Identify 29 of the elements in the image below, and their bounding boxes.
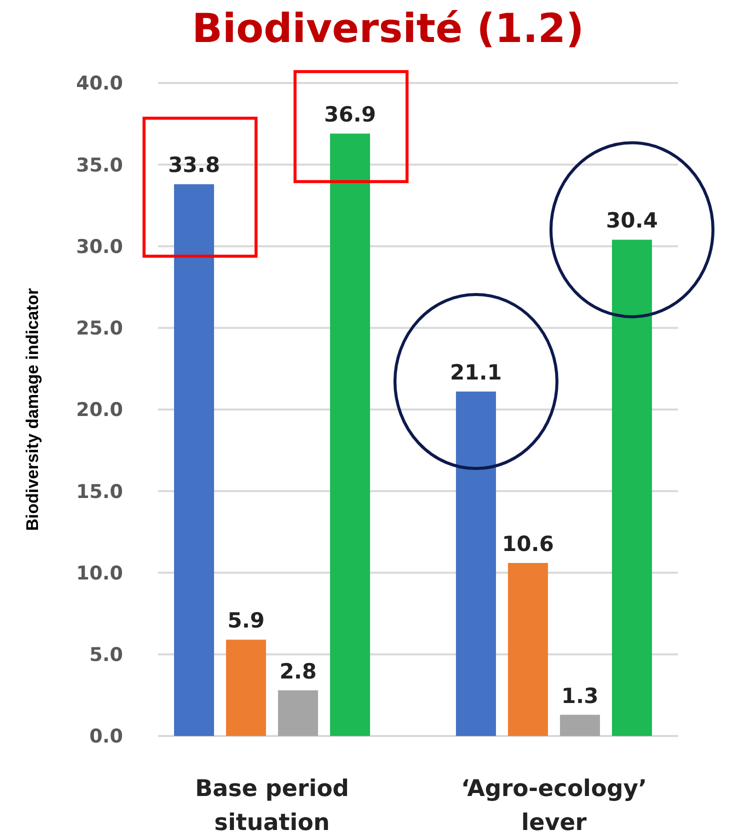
- y-tick-label: 40.0: [76, 72, 123, 95]
- y-tick-label: 15.0: [76, 480, 123, 503]
- y-tick-label: 30.0: [76, 236, 123, 258]
- data-label: 21.1: [450, 360, 502, 385]
- bar: [330, 134, 370, 736]
- chart-title: Biodiversité (1.2): [192, 6, 584, 52]
- y-tick-label: 10.0: [76, 562, 123, 584]
- bar: [226, 640, 266, 736]
- y-tick-label: 20.0: [76, 399, 123, 422]
- bar: [278, 690, 318, 736]
- y-tick-label: 35.0: [76, 154, 123, 176]
- bar: [508, 562, 548, 736]
- data-label: 36.9: [324, 102, 376, 127]
- y-tick-label: 0.0: [89, 726, 123, 748]
- data-label: 30.4: [606, 208, 658, 233]
- bar: [560, 714, 600, 736]
- data-label: 10.6: [502, 532, 554, 556]
- data-label: 5.9: [227, 608, 265, 633]
- bar: [456, 392, 496, 736]
- bar: [174, 184, 214, 736]
- data-label: 33.8: [168, 153, 220, 178]
- bar: [612, 240, 652, 736]
- y-tick-label: 5.0: [89, 644, 123, 666]
- x-tick-label: Base period situation: [195, 776, 349, 836]
- x-tick-label: ‘Agro-ecology’ lever: [460, 776, 647, 836]
- y-axis-title: Biodiversity damage indicator: [23, 288, 42, 531]
- data-label: 2.8: [279, 659, 317, 684]
- data-label: 1.3: [561, 684, 599, 708]
- y-tick-label: 25.0: [76, 318, 123, 340]
